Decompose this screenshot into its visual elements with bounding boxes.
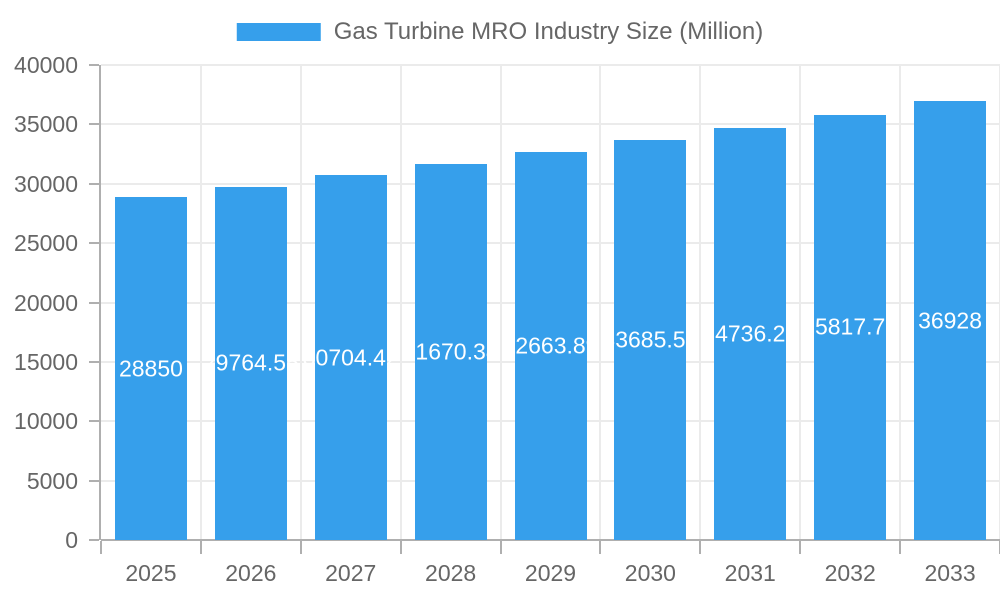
x-gridline [799, 65, 802, 540]
x-axis-tick [399, 541, 402, 554]
x-gridline [599, 65, 602, 540]
y-axis-label: 10000 [14, 408, 78, 435]
legend-item[interactable]: Gas Turbine MRO Industry Size (Million) [236, 18, 764, 45]
y-axis-tick [89, 360, 99, 363]
x-axis-tick [699, 541, 702, 554]
legend-label: Gas Turbine MRO Industry Size (Million) [333, 18, 764, 45]
bar-value-label: 35817.77 [802, 313, 899, 340]
y-axis-label: 0 [65, 527, 78, 553]
y-gridline [101, 64, 1000, 66]
y-axis-label: 5000 [26, 467, 78, 494]
bar [114, 197, 187, 540]
y-axis-tick [89, 539, 99, 541]
bar [914, 101, 987, 540]
bar [614, 139, 687, 540]
y-gridline [101, 123, 1000, 126]
bar [814, 114, 887, 540]
y-axis-label: 40000 [14, 52, 78, 78]
bar [714, 127, 787, 540]
y-axis-label: 35000 [14, 111, 78, 138]
x-axis-label: 2029 [524, 560, 577, 586]
y-axis-label: 20000 [14, 289, 78, 316]
y-axis-label: 30000 [14, 170, 78, 197]
x-axis-label: 2025 [125, 560, 177, 586]
x-gridline [199, 65, 202, 540]
bar-value-label: 32663.89 [502, 332, 599, 359]
x-axis-label: 2032 [824, 560, 876, 586]
x-axis-tick [299, 541, 302, 554]
x-gridline [699, 65, 702, 540]
x-axis-label: 2028 [425, 560, 477, 586]
bar [214, 186, 287, 540]
x-axis-tick [599, 541, 602, 554]
y-axis-label: 15000 [14, 348, 78, 375]
y-axis-tick [89, 479, 99, 482]
bar-value-label: 36928 [918, 307, 983, 334]
bar [514, 152, 587, 540]
y-axis-tick [89, 242, 99, 245]
bar [314, 175, 387, 540]
y-axis-tick [89, 64, 99, 66]
legend-swatch-icon [236, 23, 321, 41]
x-axis-label: 2027 [325, 560, 377, 586]
x-axis-line [101, 539, 1000, 541]
bar [414, 163, 487, 540]
x-axis-label: 2033 [924, 560, 976, 586]
x-gridline [899, 65, 902, 540]
plot-area: 28850 29764.55 30704.42 31670.38 32663.89 336… [89, 64, 1000, 554]
bar-value-label: 28850 [118, 355, 183, 382]
y-axis-line [99, 65, 101, 540]
x-gridline [399, 65, 402, 540]
x-gridline [299, 65, 302, 540]
x-axis-tick [199, 541, 202, 554]
bar-value-label: 34736.29 [702, 320, 799, 347]
bar-value-label: 33685.53 [602, 326, 699, 353]
bar-value-label: 29764.55 [202, 349, 299, 376]
y-axis-tick [89, 420, 99, 423]
x-axis-tick [799, 541, 802, 554]
x-axis-label: 2031 [724, 560, 776, 586]
x-gridline [499, 65, 502, 540]
y-axis-label: 25000 [14, 230, 78, 257]
x-axis-tick [499, 541, 502, 554]
x-axis-label: 2030 [624, 560, 676, 586]
bar-value-label: 30704.42 [302, 344, 399, 371]
x-axis-tick [100, 541, 102, 554]
x-axis-tick [899, 541, 902, 554]
y-axis-tick [89, 123, 99, 126]
x-axis-label: 2026 [225, 560, 277, 586]
bar-value-label: 31670.38 [402, 338, 499, 365]
y-axis-tick [89, 182, 99, 185]
y-axis-tick [89, 301, 99, 304]
